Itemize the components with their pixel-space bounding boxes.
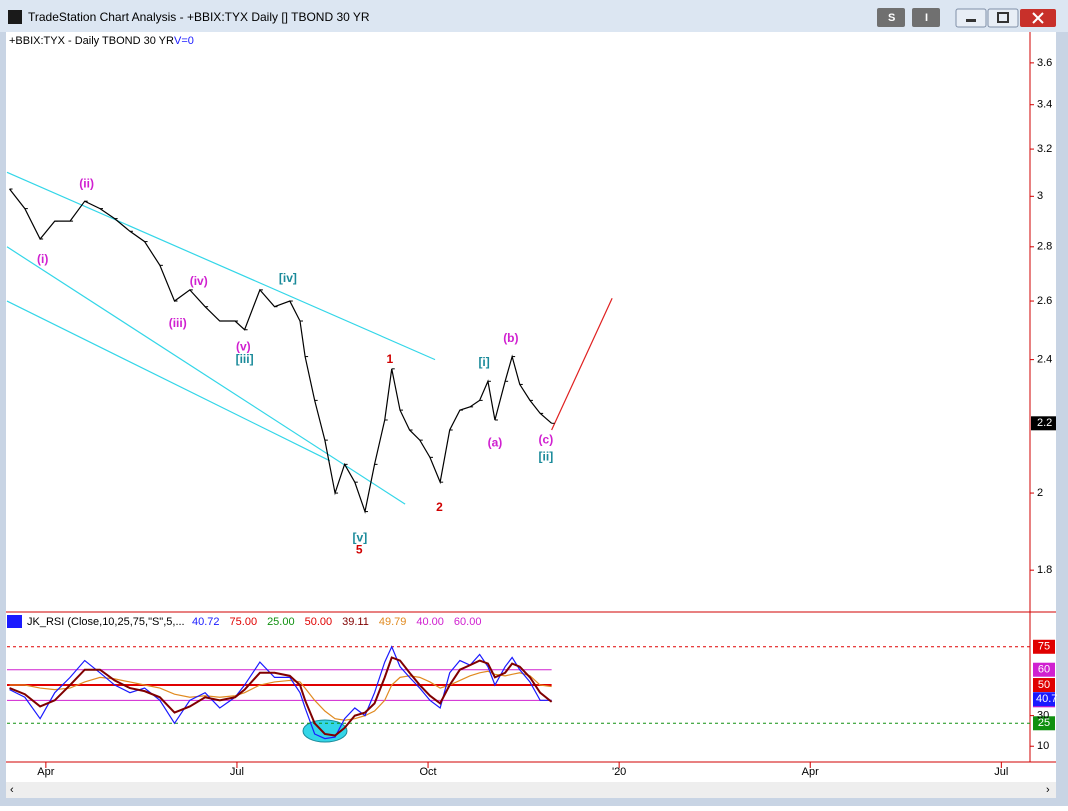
indicator-readout: 50.00	[305, 616, 333, 628]
x-tick-label: Oct	[419, 766, 436, 778]
trendline	[6, 300, 331, 462]
wave-label: (b)	[503, 331, 518, 345]
indicator-icon	[7, 615, 22, 628]
wave-label: (a)	[488, 436, 503, 450]
minimize-button[interactable]	[955, 8, 987, 28]
y-tick-label: 30	[1037, 710, 1049, 722]
series-line	[9, 670, 552, 721]
wave-label: 5	[356, 542, 363, 556]
scroll-right[interactable]: ›	[1046, 784, 1050, 796]
wave-label: [i]	[478, 355, 489, 369]
s-button-label[interactable]: S	[888, 12, 895, 24]
maximize-button[interactable]	[987, 8, 1019, 28]
scroll-left[interactable]: ‹	[10, 784, 14, 796]
wave-label: (v)	[236, 340, 251, 354]
y-tick-label: 2.4	[1037, 354, 1052, 366]
indicator-label: JK_RSI (Close,10,25,75,"S",5,...	[27, 616, 185, 628]
symbol-label: +BBIX:TYX - Daily TBOND 30 YR	[9, 35, 174, 47]
window-title: TradeStation Chart Analysis - +BBIX:TYX …	[28, 10, 370, 24]
indicator-readout: 25.00	[267, 616, 295, 628]
s-button[interactable]	[877, 8, 905, 27]
indicator-readout: 40.00	[416, 616, 444, 628]
indicator-readout: 75.00	[230, 616, 258, 628]
i-button-label[interactable]: I	[925, 12, 928, 24]
wave-label: 2	[436, 500, 443, 514]
trendline	[551, 297, 613, 431]
y-tick-label: 1.8	[1037, 564, 1052, 576]
level-label: 50	[1038, 679, 1050, 691]
x-tick-label: Apr	[37, 766, 54, 778]
wave-label: [iv]	[279, 271, 297, 285]
level-box	[1033, 662, 1055, 677]
wave-label: (iv)	[190, 274, 208, 288]
indicator-readout: 40.72	[192, 616, 220, 628]
wave-label: (c)	[539, 432, 554, 446]
x-tick-label: Jul	[994, 766, 1008, 778]
y-tick-label: 3.6	[1037, 57, 1052, 69]
y-tick-label: 2.6	[1037, 295, 1052, 307]
scrollbar[interactable]	[6, 782, 1056, 798]
y-tick-label: 10	[1037, 740, 1049, 752]
x-tick-label: Jul	[230, 766, 244, 778]
wave-label: (i)	[37, 252, 48, 266]
level-label: 25	[1038, 717, 1050, 729]
last-price-label: 2.2	[1037, 417, 1052, 429]
y-tick-label: 3	[1037, 190, 1043, 202]
close-icon	[1032, 12, 1044, 24]
level-box	[1033, 716, 1055, 731]
wave-label: [ii]	[539, 450, 554, 464]
wave-label: (ii)	[79, 176, 94, 190]
last-value-label: 40.7	[1036, 693, 1057, 705]
y-tick-label: 2.8	[1037, 241, 1052, 253]
y-tick-label: 3.4	[1037, 99, 1052, 111]
level-box	[1033, 639, 1055, 654]
trendline	[6, 171, 436, 361]
wave-label: (iii)	[169, 316, 187, 330]
last-price-box	[1031, 416, 1056, 431]
series-line	[9, 188, 553, 514]
level-label: 60	[1038, 664, 1050, 676]
wave-label: [v]	[353, 531, 368, 545]
last-value-box	[1033, 692, 1055, 707]
y-tick-label: 2	[1037, 487, 1043, 499]
indicator-readout: 60.00	[454, 616, 482, 628]
volume-label: V=0	[174, 35, 194, 47]
trendline	[6, 246, 406, 505]
indicator-readout: 49.79	[379, 616, 407, 628]
wave-label: 1	[386, 352, 393, 366]
minimize-icon	[966, 19, 976, 22]
i-button[interactable]	[912, 8, 940, 27]
maximize-icon	[997, 12, 1009, 23]
level-label: 75	[1038, 641, 1050, 653]
x-tick-label: '20	[612, 766, 626, 778]
app-icon	[8, 10, 22, 24]
y-tick-label: 3.2	[1037, 143, 1052, 155]
level-box	[1033, 678, 1055, 693]
chart-area	[6, 32, 1056, 782]
series-line	[9, 656, 553, 737]
indicator-readout: 39.11	[342, 616, 369, 628]
series-line	[9, 645, 552, 740]
wave-label: [iii]	[236, 352, 254, 366]
x-tick-label: Apr	[802, 766, 819, 778]
